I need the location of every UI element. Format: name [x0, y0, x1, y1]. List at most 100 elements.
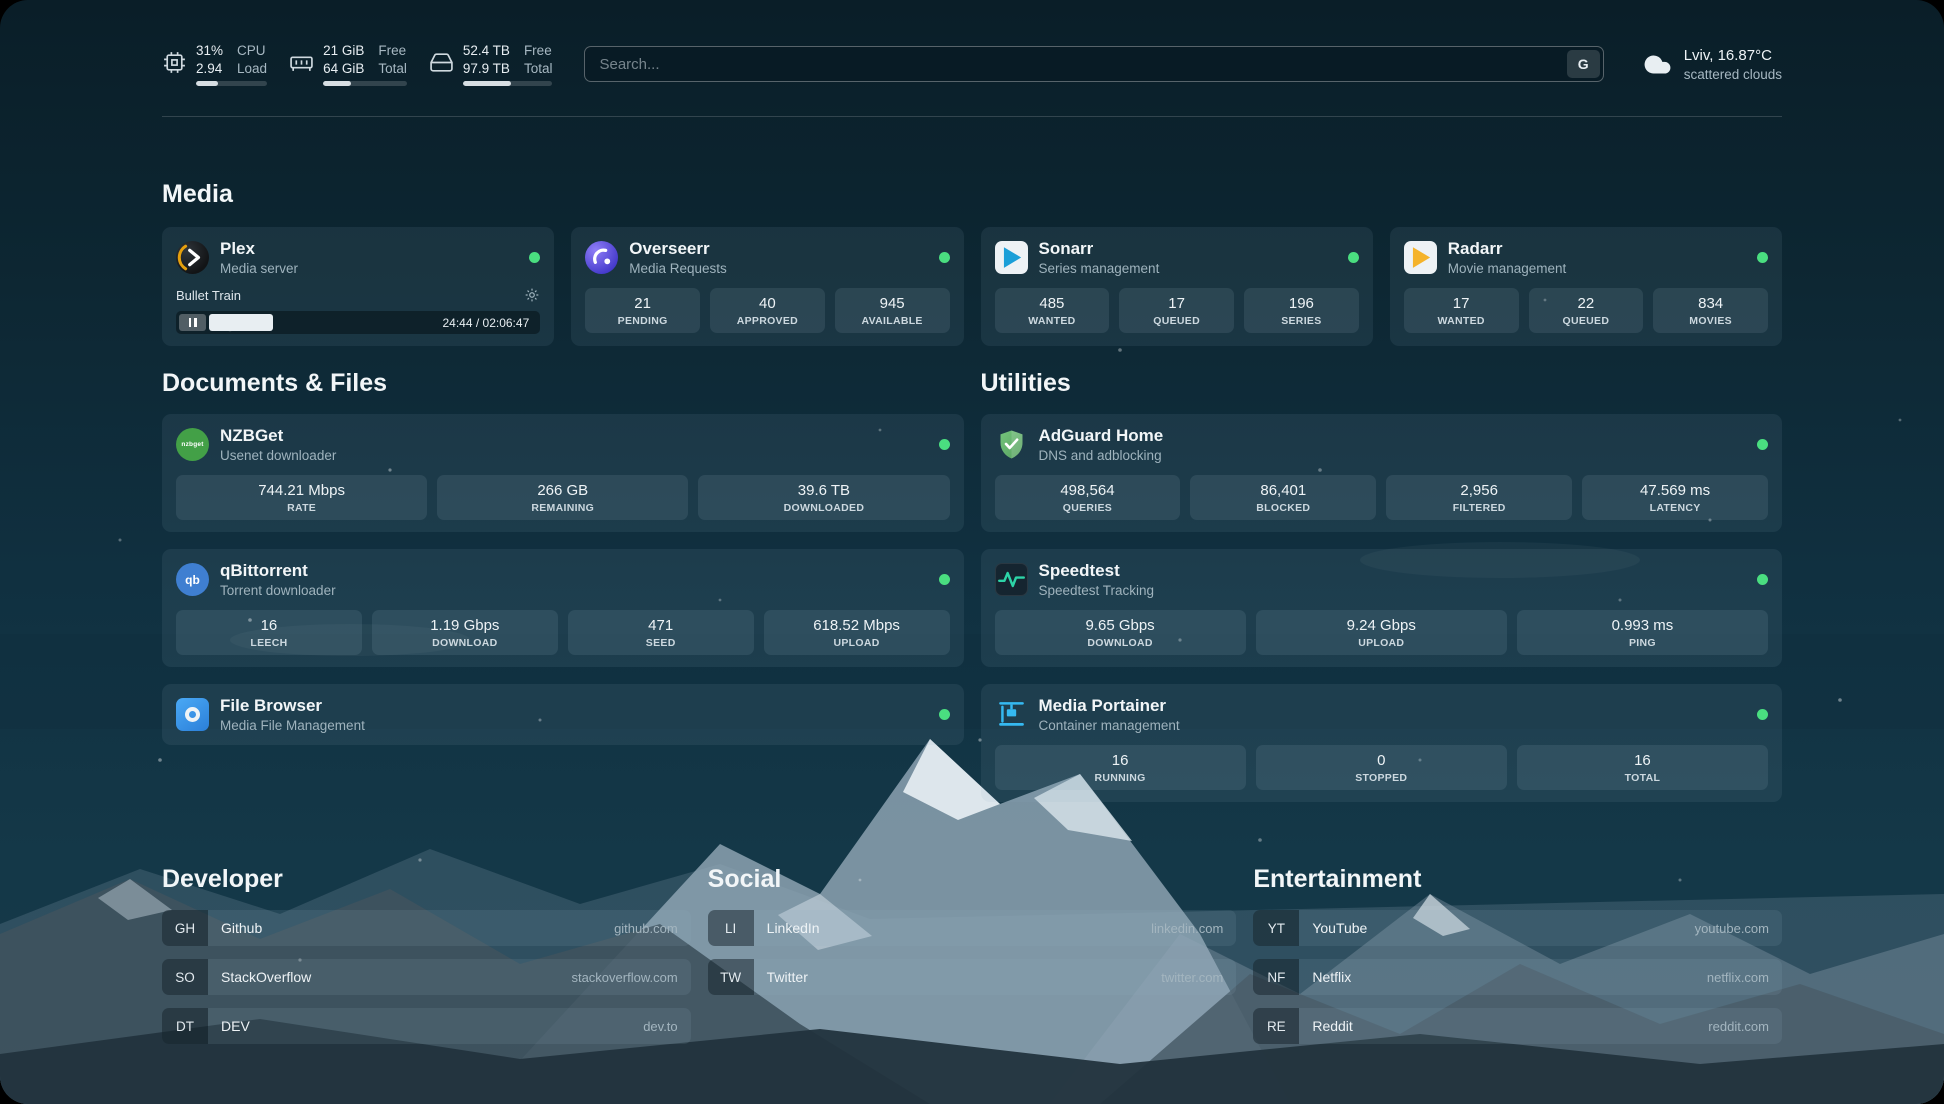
disk-label-top: Free — [523, 43, 552, 58]
stat-upload: 9.24 Gbps UPLOAD — [1255, 610, 1507, 656]
bookmark-github[interactable]: GH Github github.com — [162, 910, 691, 947]
bookmark-url: dev.to — [643, 1018, 678, 1034]
settings-icon[interactable] — [524, 287, 540, 303]
radarr-icon — [1403, 241, 1437, 275]
bookmark-abbr: GH — [162, 910, 208, 947]
memory-free: 21 GiB — [323, 43, 365, 58]
status-dot — [938, 709, 950, 721]
bookmark-group-social: Social LI LinkedIn linkedin.com TW Twitt… — [707, 864, 1237, 1044]
service-name: qBittorrent — [220, 561, 308, 581]
service-card-nzbget[interactable]: nzbget NZBGet Usenet downloader — [162, 414, 964, 533]
pause-button[interactable] — [179, 314, 206, 332]
resource-widgets: 31% 2.94 CPU Load — [162, 42, 553, 87]
bookmark-url: stackoverflow.com — [571, 969, 678, 985]
service-card-portainer[interactable]: Media Portainer Container management 16 R… — [980, 684, 1782, 803]
bookmark-abbr: YT — [1253, 910, 1300, 947]
search-bar: G — [584, 46, 1604, 83]
disk-free: 52.4 TB — [462, 43, 510, 58]
search-input[interactable] — [584, 46, 1604, 83]
bookmark-name: Github — [221, 920, 263, 937]
service-description: Media Requests — [629, 261, 727, 277]
playback-time: 24:44 / 02:06:47 — [442, 315, 530, 330]
service-name: Plex — [220, 239, 255, 259]
service-card-adguard[interactable]: AdGuard Home DNS and adblocking 498,564 Q… — [980, 414, 1782, 533]
playback-progress[interactable]: 24:44 / 02:06:47 — [209, 314, 537, 332]
service-name: Speedtest — [1038, 561, 1120, 581]
service-card-sonarr[interactable]: Sonarr Series management 485 WANTED 17 QUE… — [980, 227, 1373, 347]
bookmark-url: netflix.com — [1706, 969, 1769, 985]
stat-total: 16 TOTAL — [1516, 745, 1769, 791]
memory-bar — [323, 81, 407, 87]
weather-widget: Lviv, 16.87°C scattered clouds — [1642, 47, 1782, 82]
service-description: Media server — [220, 261, 299, 277]
top-bar: 31% 2.94 CPU Load — [162, 0, 1782, 118]
bookmark-name: YouTube — [1312, 920, 1368, 937]
status-dot — [1757, 574, 1768, 586]
social-section-title: Social — [707, 865, 782, 894]
bookmark-name: StackOverflow — [221, 969, 312, 986]
service-name: Radarr — [1447, 239, 1503, 259]
service-card-plex[interactable]: Plex Media server Bullet Train — [162, 227, 555, 347]
service-card-radarr[interactable]: Radarr Movie management 17 WANTED 22 QUEUE… — [1389, 227, 1782, 347]
filebrowser-icon — [176, 698, 209, 732]
service-description: DNS and adblocking — [1038, 448, 1162, 464]
bookmark-url: github.com — [614, 920, 678, 936]
cpu-load-avg: 2.94 — [196, 60, 223, 76]
service-name: AdGuard Home — [1038, 426, 1164, 446]
qbittorrent-icon: qb — [176, 563, 209, 597]
bookmark-youtube[interactable]: YT YouTube youtube.com — [1253, 910, 1782, 947]
status-dot — [1757, 439, 1768, 451]
service-name: NZBGet — [220, 426, 284, 446]
bookmark-abbr: LI — [707, 910, 754, 947]
adguard-icon — [995, 428, 1028, 461]
status-dot — [938, 252, 950, 264]
stat-rate: 744.21 Mbps RATE — [176, 475, 428, 521]
bookmark-name: Twitter — [766, 969, 808, 986]
stat-series: 196 SERIES — [1244, 288, 1359, 334]
disk-widget: 52.4 TB 97.9 TB Free Total — [429, 42, 553, 87]
disk-label-bottom: Total — [523, 60, 553, 76]
memory-total: 64 GiB — [323, 60, 365, 76]
bookmark-abbr: RE — [1253, 1008, 1300, 1045]
service-card-qbittorrent[interactable]: qb qBittorrent Torrent downloader — [162, 549, 964, 668]
cpu-label-bottom: Load — [237, 60, 268, 76]
stat-queries: 498,564 QUERIES — [994, 475, 1181, 521]
media-section-title: Media — [162, 180, 233, 209]
stat-download: 9.65 Gbps DOWNLOAD — [994, 610, 1246, 656]
status-dot — [1347, 252, 1359, 264]
stat-upload: 618.52 Mbps UPLOAD — [763, 610, 950, 656]
bookmark-twitter[interactable]: TW Twitter twitter.com — [707, 959, 1237, 996]
stat-ping: 0.993 ms PING — [1516, 610, 1769, 656]
bookmark-url: reddit.com — [1708, 1018, 1769, 1034]
developer-section-title: Developer — [162, 865, 283, 894]
service-name: File Browser — [220, 696, 323, 716]
stat-queued: 22 QUEUED — [1528, 288, 1644, 334]
service-description: Movie management — [1447, 261, 1567, 277]
cpu-bar — [196, 81, 268, 87]
stat-leech: 16 LEECH — [176, 610, 362, 656]
bookmark-name: DEV — [221, 1018, 250, 1035]
bookmark-dev[interactable]: DT DEV dev.to — [162, 1008, 691, 1045]
stat-pending: 21 PENDING — [585, 288, 700, 334]
bookmark-linkedin[interactable]: LI LinkedIn linkedin.com — [707, 910, 1237, 947]
stat-blocked: 86,401 BLOCKED — [1190, 475, 1377, 521]
bookmark-name: Reddit — [1312, 1018, 1353, 1035]
status-dot — [938, 574, 950, 586]
stat-stopped: 0 STOPPED — [1255, 745, 1507, 791]
bookmark-reddit[interactable]: RE Reddit reddit.com — [1253, 1008, 1782, 1045]
service-card-overseerr[interactable]: Overseerr Media Requests 21 PENDING 40 APP… — [571, 227, 964, 347]
status-dot — [529, 252, 541, 264]
bookmark-stackoverflow[interactable]: SO StackOverflow stackoverflow.com — [162, 959, 691, 996]
stat-available: 945 AVAILABLE — [834, 288, 950, 334]
section-media: Media Plex — [162, 179, 1782, 347]
status-dot — [1757, 709, 1768, 721]
service-card-filebrowser[interactable]: File Browser Media File Management — [162, 684, 964, 746]
service-description: Usenet downloader — [220, 448, 337, 464]
stat-wanted: 485 WANTED — [994, 288, 1110, 334]
bookmark-netflix[interactable]: NF Netflix netflix.com — [1253, 959, 1782, 996]
search-provider-button[interactable]: G — [1566, 50, 1600, 79]
service-description: Series management — [1038, 261, 1160, 277]
bookmark-abbr: SO — [162, 959, 208, 996]
service-card-speedtest[interactable]: Speedtest Speedtest Tracking 9.65 Gbps DO… — [980, 549, 1782, 668]
